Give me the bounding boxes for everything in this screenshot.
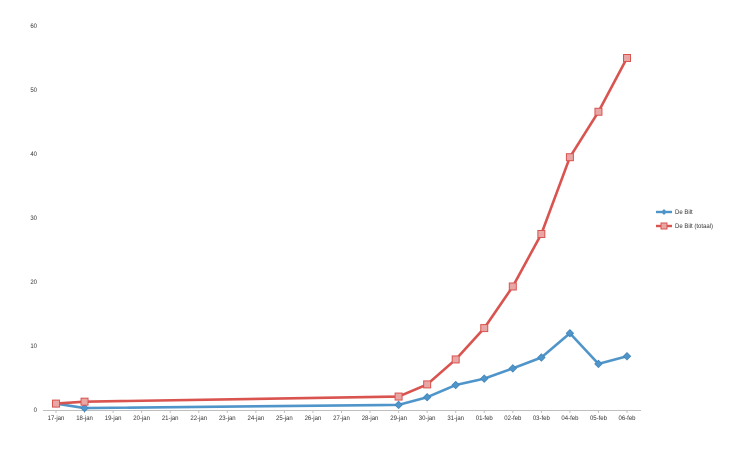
series-group: [51, 54, 632, 413]
x-tick-label: 21-jan: [162, 416, 179, 422]
data-point: [394, 392, 403, 401]
y-tick-label: 50: [30, 88, 37, 94]
data-point: [565, 153, 574, 162]
data-point: [623, 54, 631, 62]
legend-label: De Bilt (totaal): [675, 224, 713, 230]
x-tick-label: 06-feb: [618, 416, 636, 422]
y-tick-label: 60: [30, 24, 37, 30]
x-tick-label: 25-jan: [276, 416, 293, 422]
data-point: [52, 399, 60, 408]
data-point: [480, 324, 489, 333]
x-tick-label: 17-jan: [48, 416, 65, 422]
data-point: [622, 352, 632, 361]
x-tick-label: 20-jan: [133, 416, 150, 422]
data-point: [594, 359, 603, 369]
data-point: [594, 107, 603, 116]
x-tick-label: 01-feb: [476, 416, 494, 422]
y-tick-label: 0: [34, 408, 38, 414]
x-tick-label: 26-jan: [305, 416, 322, 422]
data-point: [422, 392, 432, 402]
data-point: [480, 374, 489, 383]
x-tick-label: 02-feb: [504, 416, 522, 422]
y-tick-label: 10: [30, 344, 37, 350]
data-point: [80, 397, 89, 406]
data-point: [537, 230, 546, 238]
data-point: [451, 355, 460, 364]
x-tick-label: 29-jan: [390, 416, 407, 422]
data-point: [80, 403, 89, 413]
legend-marker: [660, 222, 668, 230]
x-tick-label: 31-jan: [447, 416, 464, 422]
data-point: [508, 364, 518, 373]
data-point: [394, 400, 403, 410]
y-tick-label: 20: [30, 280, 37, 286]
data-point: [423, 380, 432, 389]
x-tick-label: 05-feb: [590, 416, 608, 422]
legend-marker: [661, 209, 667, 215]
x-tick-label: 03-feb: [533, 416, 551, 422]
data-point: [508, 282, 517, 291]
y-tick-label: 40: [30, 152, 37, 158]
x-tick-label: 27-jan: [333, 416, 350, 422]
x-tick-label: 22-jan: [190, 416, 207, 422]
legend: De Bilt De Bilt (totaal): [656, 209, 713, 230]
legend-label: De Bilt: [675, 210, 693, 216]
y-tick-label: 30: [30, 216, 37, 222]
x-tick-label: 19-jan: [105, 416, 122, 422]
x-tick-label: 04-feb: [561, 416, 579, 422]
data-point: [537, 353, 546, 362]
x-axis-ticks: 17-jan 18-jan 19-jan 20-jan 21-jan 22-jan 23-j…: [48, 410, 636, 422]
x-tick-label: 18-jan: [76, 416, 93, 422]
data-point: [565, 328, 575, 338]
data-point: [451, 380, 460, 390]
y-axis-ticks: 0 10 20 30 40 50 60: [30, 24, 37, 414]
x-tick-label: 30-jan: [419, 416, 436, 422]
x-tick-label: 28-jan: [362, 416, 379, 422]
x-tick-label: 24-jan: [248, 416, 265, 422]
x-tick-label: 23-jan: [219, 416, 236, 422]
